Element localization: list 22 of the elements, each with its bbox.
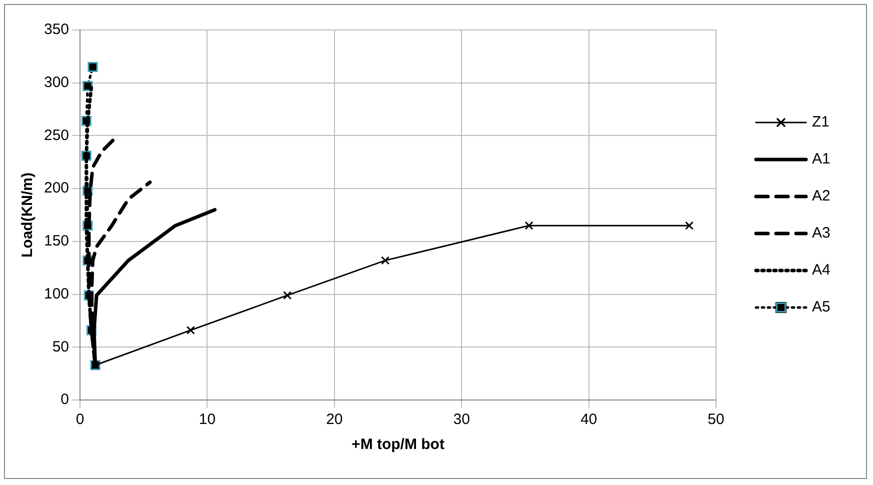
legend-label: A5 bbox=[812, 298, 830, 316]
legend-label: A1 bbox=[812, 150, 830, 168]
y-tick-label: 250 bbox=[44, 126, 70, 144]
y-tick-label: 300 bbox=[44, 74, 70, 91]
x-tick-label: 10 bbox=[198, 411, 216, 428]
y-tick-label: 0 bbox=[60, 391, 70, 408]
legend-label: A2 bbox=[812, 188, 830, 205]
y-axis-title: Load(KN/m) bbox=[19, 172, 36, 258]
legend-label: Z1 bbox=[812, 114, 830, 131]
y-tick-label: 200 bbox=[44, 180, 70, 197]
x-tick-label: 30 bbox=[453, 411, 470, 428]
y-tick-label: 100 bbox=[44, 285, 70, 302]
y-tick-label: 350 bbox=[44, 21, 70, 38]
x-tick-label: 0 bbox=[76, 411, 84, 428]
y-tick-label: 50 bbox=[52, 338, 70, 356]
x-tick-label: 50 bbox=[708, 411, 724, 428]
x-axis-title: +M top/M bot bbox=[352, 436, 444, 454]
x-tick-label: 20 bbox=[326, 411, 343, 428]
y-tick-label: 150 bbox=[44, 232, 70, 250]
legend-label: A3 bbox=[812, 224, 830, 242]
legend-label: A4 bbox=[812, 262, 830, 279]
x-tick-label: 40 bbox=[580, 411, 598, 428]
